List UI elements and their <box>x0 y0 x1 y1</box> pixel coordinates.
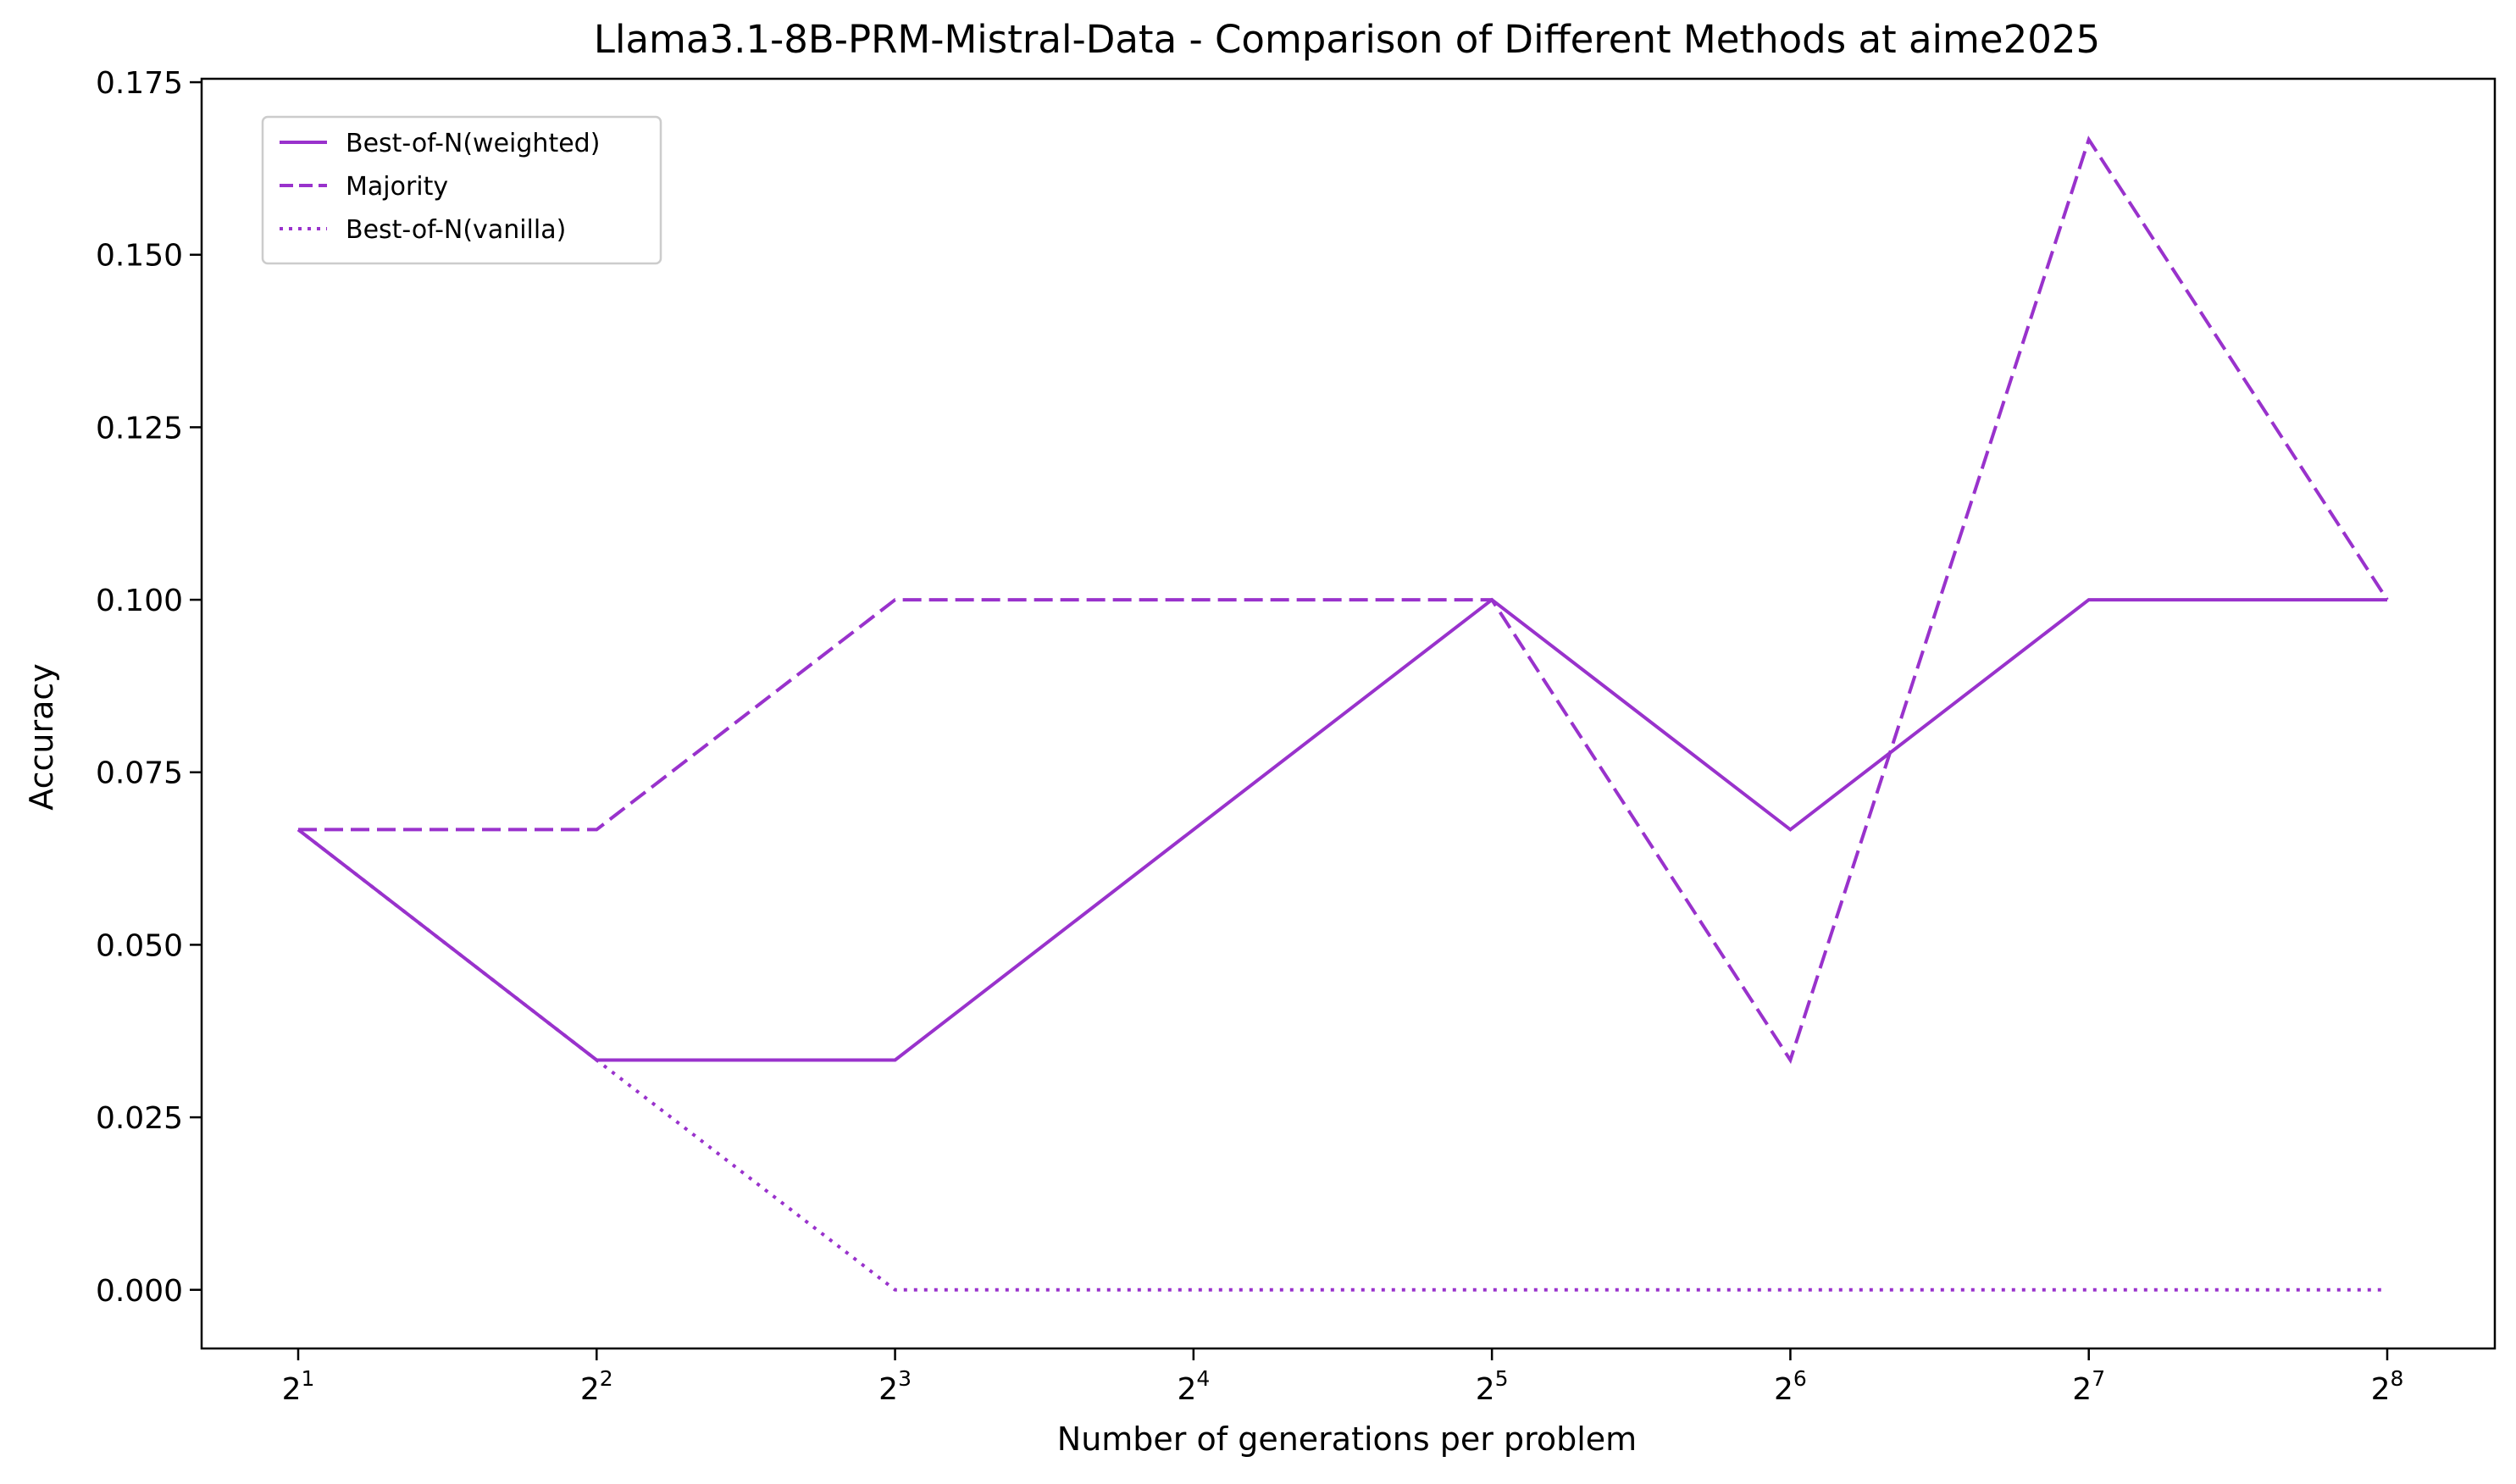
x-tick-label: 21 <box>282 1366 315 1407</box>
plot-frame <box>200 77 2497 1350</box>
x-tick-label: 28 <box>2371 1366 2404 1407</box>
x-axis: 21 22 23 24 25 26 27 28 <box>282 1348 2404 1407</box>
legend-label: Best-of-N(weighted) <box>346 129 600 158</box>
x-tick-label: 27 <box>2072 1366 2105 1407</box>
series-line-3 <box>296 828 2387 1292</box>
y-tick-label: 0.075 <box>96 756 183 791</box>
y-tick-label: 0.125 <box>96 411 183 446</box>
y-tick-label: 0.100 <box>96 584 183 618</box>
x-tick-label: 24 <box>1177 1366 1210 1407</box>
legend-box <box>261 115 662 265</box>
plot-area <box>200 77 2497 1350</box>
series-line-2 <box>298 136 2389 1065</box>
chart-title: Llama3.1-8B-PRM-Mistral-Data - Compariso… <box>594 17 2100 62</box>
legend: Best-of-N(weighted) Majority Best-of-N(van… <box>261 115 662 265</box>
y-tick-label: 0.175 <box>96 66 183 101</box>
y-axis: 0.000 0.025 0.050 0.075 0.100 0.125 0.150 0.175 <box>96 66 202 1309</box>
x-tick-label: 22 <box>580 1366 613 1407</box>
y-tick-label: 0.050 <box>96 928 183 963</box>
x-tick-label: 26 <box>1774 1366 1807 1407</box>
y-tick-label: 0.150 <box>96 239 183 274</box>
y-tick-label: 0.000 <box>96 1274 183 1309</box>
y-tick-label: 0.025 <box>96 1101 183 1136</box>
x-tick-label: 25 <box>1476 1366 1509 1407</box>
x-axis-label: Number of generations per problem <box>1057 1420 1637 1458</box>
x-tick-label: 23 <box>878 1366 912 1407</box>
y-axis-label: Accuracy <box>23 663 60 811</box>
series-line-1 <box>296 597 2387 1062</box>
legend-label: Best-of-N(vanilla) <box>346 215 566 245</box>
legend-label: Majority <box>346 172 448 202</box>
